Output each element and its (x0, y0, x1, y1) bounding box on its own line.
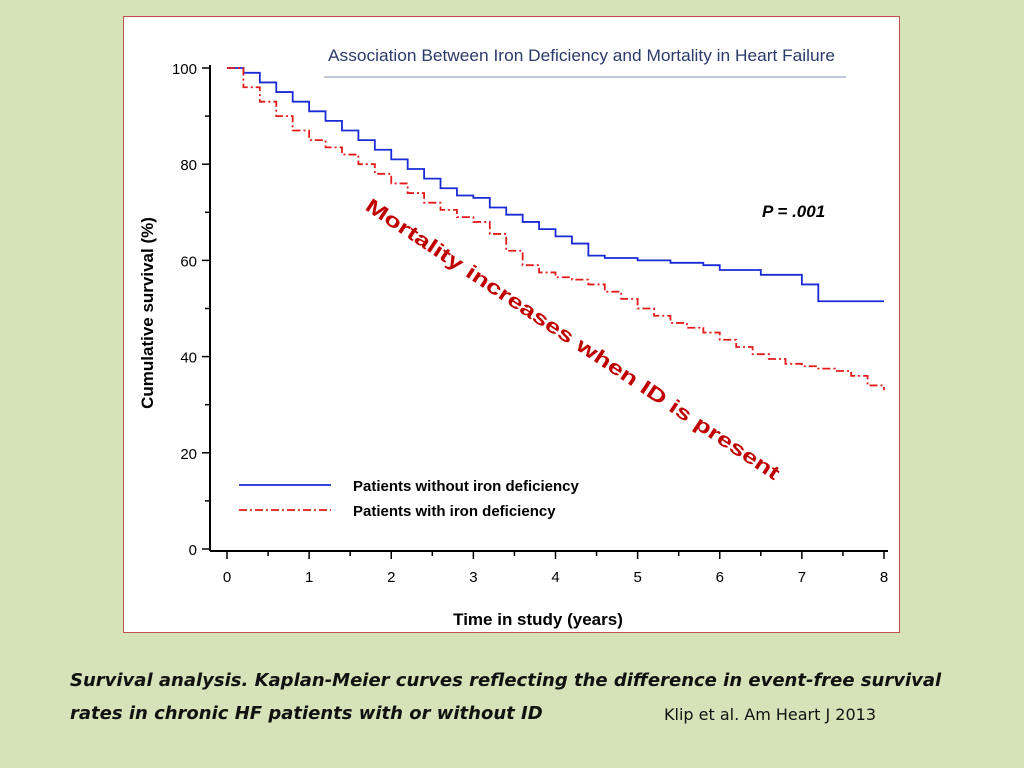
caption-line-1: Survival analysis. Kaplan-Meier curves r… (70, 670, 942, 691)
x-tick-label: 1 (305, 569, 313, 586)
series-line-without-iron-deficiency (227, 67, 884, 303)
x-tick-label: 4 (551, 569, 559, 586)
citation: Klip et al. Am Heart J 2013 (664, 705, 877, 724)
legend-label: Patients without iron deficiency (353, 478, 580, 495)
x-tick-label: 6 (716, 569, 724, 586)
caption-line-2: rates in chronic HF patients with or wit… (70, 703, 543, 724)
x-tick-label: 0 (223, 569, 231, 586)
series-line-with-iron-deficiency (227, 67, 885, 391)
y-tick-label: 80 (180, 157, 197, 174)
y-tick-label: 60 (180, 253, 197, 270)
y-axis-label: Cumulative survival (%) (138, 217, 157, 409)
y-tick-label: 100 (172, 61, 197, 78)
legend-label: Patients with iron deficiency (353, 503, 556, 520)
y-tick-label: 40 (180, 350, 197, 367)
x-tick-label: 8 (880, 569, 888, 586)
x-axis-label: Time in study (years) (453, 610, 623, 629)
chart-frame: Association Between Iron Deficiency and … (123, 16, 900, 633)
y-tick-label: 20 (180, 446, 197, 463)
x-tick-label: 7 (798, 569, 806, 586)
km-survival-chart: Association Between Iron Deficiency and … (138, 46, 888, 629)
p-value-annotation: P = .001 (762, 202, 825, 221)
x-tick-label: 2 (387, 569, 395, 586)
chart-title: Association Between Iron Deficiency and … (328, 46, 835, 65)
x-tick-label: 5 (633, 569, 641, 586)
y-tick-label: 0 (189, 542, 197, 559)
x-tick-label: 3 (469, 569, 477, 586)
